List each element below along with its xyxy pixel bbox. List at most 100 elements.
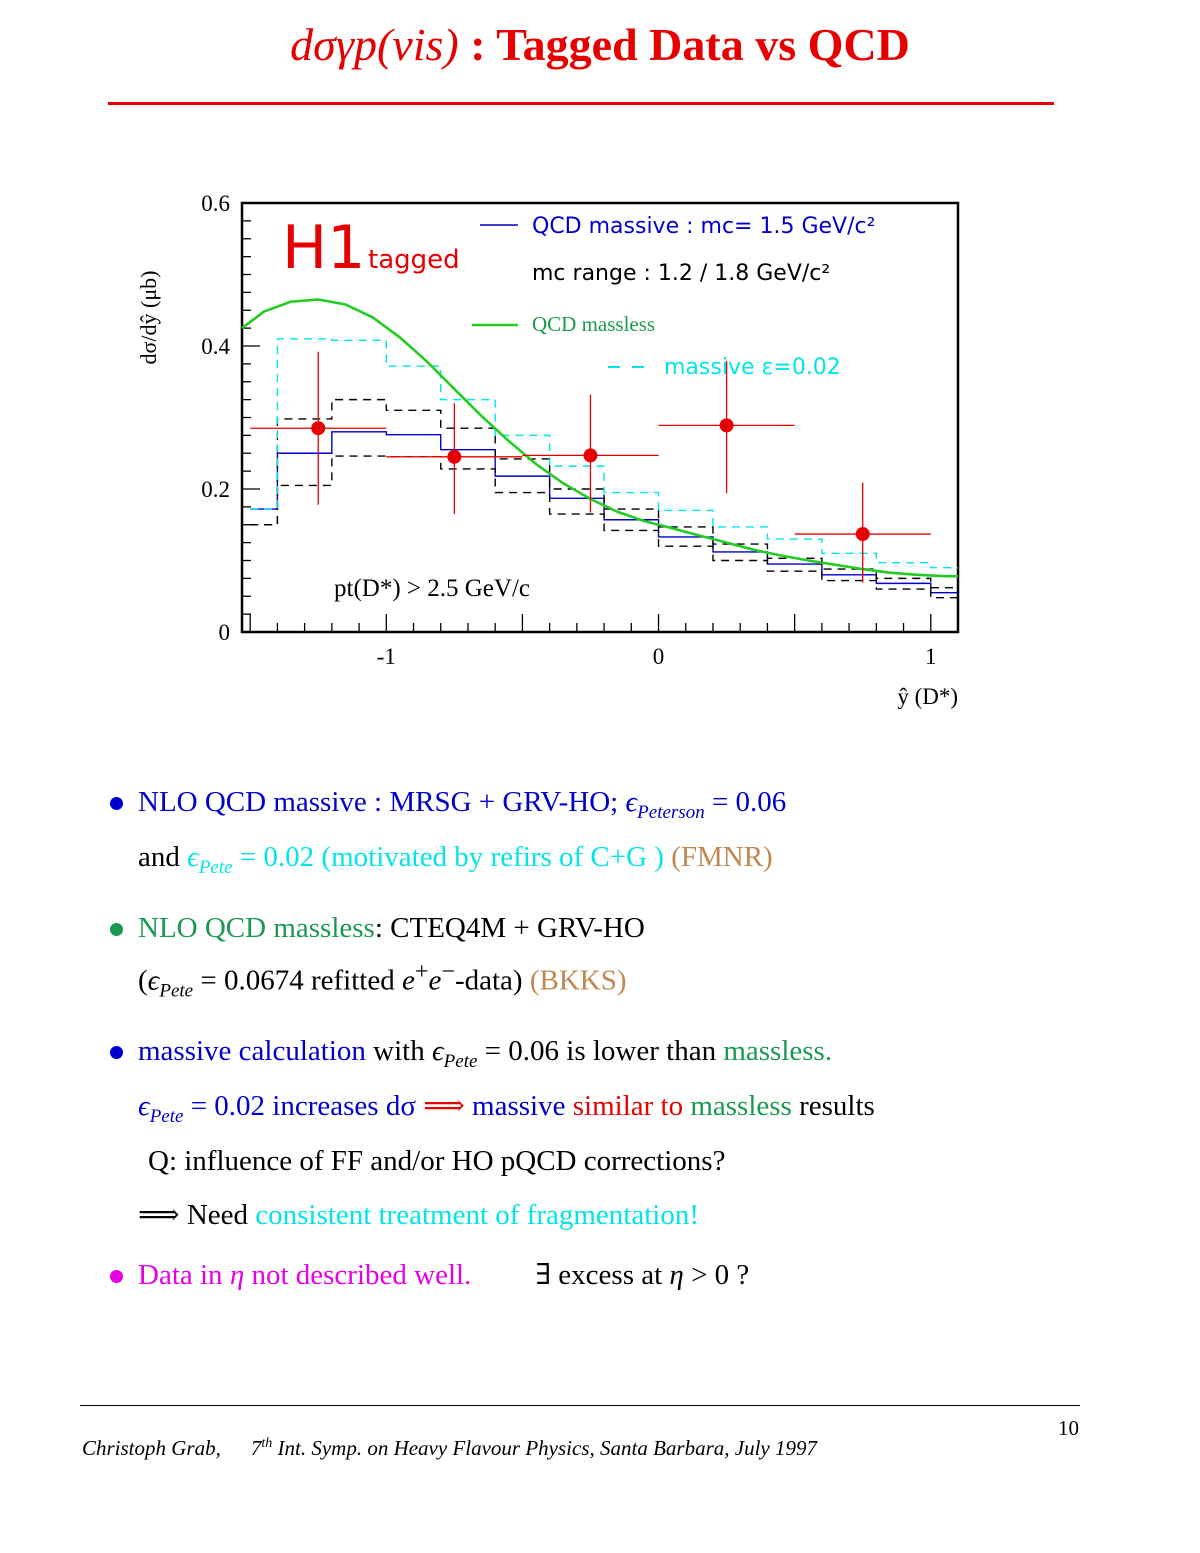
math-e: e: [401, 964, 415, 997]
footer-rule: [80, 1405, 1080, 1406]
text-span: = 0.02 (motivated by refirs of C+G ): [232, 840, 664, 873]
math-eta: η: [229, 1258, 245, 1291]
math-epsilon: ϵ: [187, 840, 199, 873]
math-epsilon: ϵ: [431, 1035, 444, 1068]
bullet-line: and ϵPete = 0.02 (motivated by refirs of…: [138, 835, 1108, 890]
text-span: : CTEQ4M + GRV-HO: [374, 911, 645, 944]
series-hist-2: [250, 455, 958, 599]
text-span: > 0 ?: [683, 1258, 750, 1291]
data-marker: [719, 418, 734, 433]
text-span: Q: influence of FF and/or HO pQCD correc…: [148, 1144, 726, 1177]
data-point: [386, 403, 523, 515]
math-sub: Pete: [198, 856, 233, 878]
data-marker: [447, 449, 462, 464]
title-math: dσγp(vis): [290, 19, 459, 70]
text-span: = 0.06: [704, 786, 787, 818]
data-points-layer: [250, 351, 931, 583]
x-tick-label: 0: [653, 644, 665, 669]
text-span: results: [799, 1089, 875, 1122]
text-span: not described well.: [244, 1258, 472, 1291]
bullet-line: NLO QCD massive : MRSG + GRV-HO; ϵPeters…: [138, 780, 1108, 835]
data-point: [250, 351, 387, 505]
text-span: massless: [690, 1089, 800, 1122]
data-point: [522, 394, 659, 513]
bullet-massive: NLO QCD massive : MRSG + GRV-HO; ϵPeters…: [108, 780, 1108, 890]
x-tick-label: -1: [377, 644, 396, 669]
bullet-line: (ϵPete = 0.0674 refitted e+e−-data) (BKK…: [138, 950, 1108, 1013]
text-span: Need: [179, 1198, 256, 1231]
text-span: NLO QCD massive : MRSG + GRV-HO;: [138, 786, 626, 818]
text-span: and: [138, 840, 188, 873]
text-span: (FMNR): [663, 840, 773, 873]
title-text: : Tagged Data vs QCD: [458, 19, 910, 70]
series-layer: [241, 298, 958, 599]
text-span: ∃ excess at: [535, 1258, 670, 1291]
bullet-line: NLO QCD massless: CTEQ4M + GRV-HO: [138, 906, 1108, 950]
math-sub: Pete: [443, 1050, 478, 1072]
page-number: 10: [1058, 1416, 1079, 1440]
math-eta: η: [669, 1258, 684, 1291]
series-hist-1: [250, 398, 958, 589]
footer-author: Christoph Grab,: [82, 1436, 221, 1460]
series-hist-3: [250, 338, 958, 569]
math-sub: Peterson: [637, 801, 705, 823]
h1-sublabel: tagged: [368, 245, 460, 275]
data-marker: [583, 448, 598, 463]
bullet-dot: [110, 922, 123, 936]
bullet-line: ϵPete = 0.02 increases dσ ⟹ massive simi…: [138, 1084, 1108, 1139]
footer-citation: Christoph Grab, 7th Int. Symp. on Heavy F…: [82, 1436, 817, 1461]
legend-label-massless: QCD massless: [532, 312, 655, 336]
text-span: (: [138, 964, 148, 997]
text-span: = 0.0674 refitted: [193, 964, 402, 997]
bullet-massless: NLO QCD massless: CTEQ4M + GRV-HO (ϵPete…: [108, 906, 1108, 1013]
legend-label-mc-range: mc range : 1.2 / 1.8 GeV/c²: [532, 261, 830, 286]
bullet-line: Data in η not described well. ∃ excess at…: [138, 1253, 1108, 1297]
text-span: = 0.06 is lower than: [477, 1035, 724, 1068]
math-sup: +: [414, 957, 429, 985]
math-sup: −: [441, 957, 455, 985]
text-span: massive calculation: [138, 1035, 366, 1068]
bullet-dot: [110, 1269, 123, 1283]
axis-ticks: 0 0.2 0.4 0.6 -1 0 1: [201, 191, 959, 669]
math-epsilon: ϵ: [147, 964, 160, 997]
bullet-dot: [110, 797, 123, 810]
data-point: [794, 482, 931, 583]
y-axis-label: dσ/dŷ (μb): [136, 271, 161, 365]
implies-arrow: ⟹: [138, 1198, 180, 1231]
text-span: (BKKS): [522, 964, 627, 997]
data-marker: [311, 421, 326, 436]
math-epsilon: ϵ: [625, 786, 638, 818]
data-point: [658, 361, 795, 494]
data-marker: [855, 527, 870, 542]
text-span: -data): [454, 964, 523, 997]
bullet-comparison: massive calculation with ϵPete = 0.06 is…: [108, 1029, 1108, 1237]
implies-arrow: ⟹: [423, 1089, 473, 1122]
series-massless-curve: [241, 298, 958, 578]
x-axis-label: ŷ (D*): [897, 684, 958, 709]
text-span: with: [365, 1035, 432, 1068]
labels-layer: dσ/dŷ (μb) ŷ (D*) H1 tagged QCD massive : mc…: [136, 213, 958, 709]
title-rule: [108, 102, 1054, 105]
bullet-line: Q: influence of FF and/or HO pQCD correc…: [138, 1139, 1108, 1183]
bullet-list: NLO QCD massive : MRSG + GRV-HO; ϵPeters…: [108, 780, 1108, 1313]
y-tick-label: 0.6: [201, 191, 230, 216]
y-tick-label: 0: [219, 620, 231, 645]
bullet-dot: [110, 1046, 123, 1060]
text-span: massless.: [723, 1035, 833, 1068]
bullet-eta: Data in η not described well. ∃ excess at…: [108, 1253, 1108, 1297]
cut-label: pt(D*) > 2.5 GeV/c: [334, 575, 530, 602]
y-tick-label: 0.2: [201, 477, 230, 502]
legend-label-massive: QCD massive : mc= 1.5 GeV/c²: [532, 214, 875, 239]
math-sub: Pete: [149, 1105, 184, 1127]
math-e: e: [428, 964, 442, 997]
y-tick-label: 0.4: [201, 334, 230, 359]
text-span: consistent treatment of fragmentation!: [255, 1198, 699, 1231]
footer-conference: Int. Symp. on Heavy Flavour Physics, San…: [272, 1436, 817, 1460]
text-span: Data in: [138, 1258, 230, 1291]
h1-label: H1: [282, 213, 365, 283]
text-span: = 0.02 increases dσ: [183, 1089, 424, 1122]
math-epsilon: ϵ: [138, 1089, 150, 1122]
text-span: massive: [472, 1089, 566, 1122]
text-span: NLO QCD massless: [138, 911, 375, 944]
x-tick-label: 1: [925, 644, 937, 669]
